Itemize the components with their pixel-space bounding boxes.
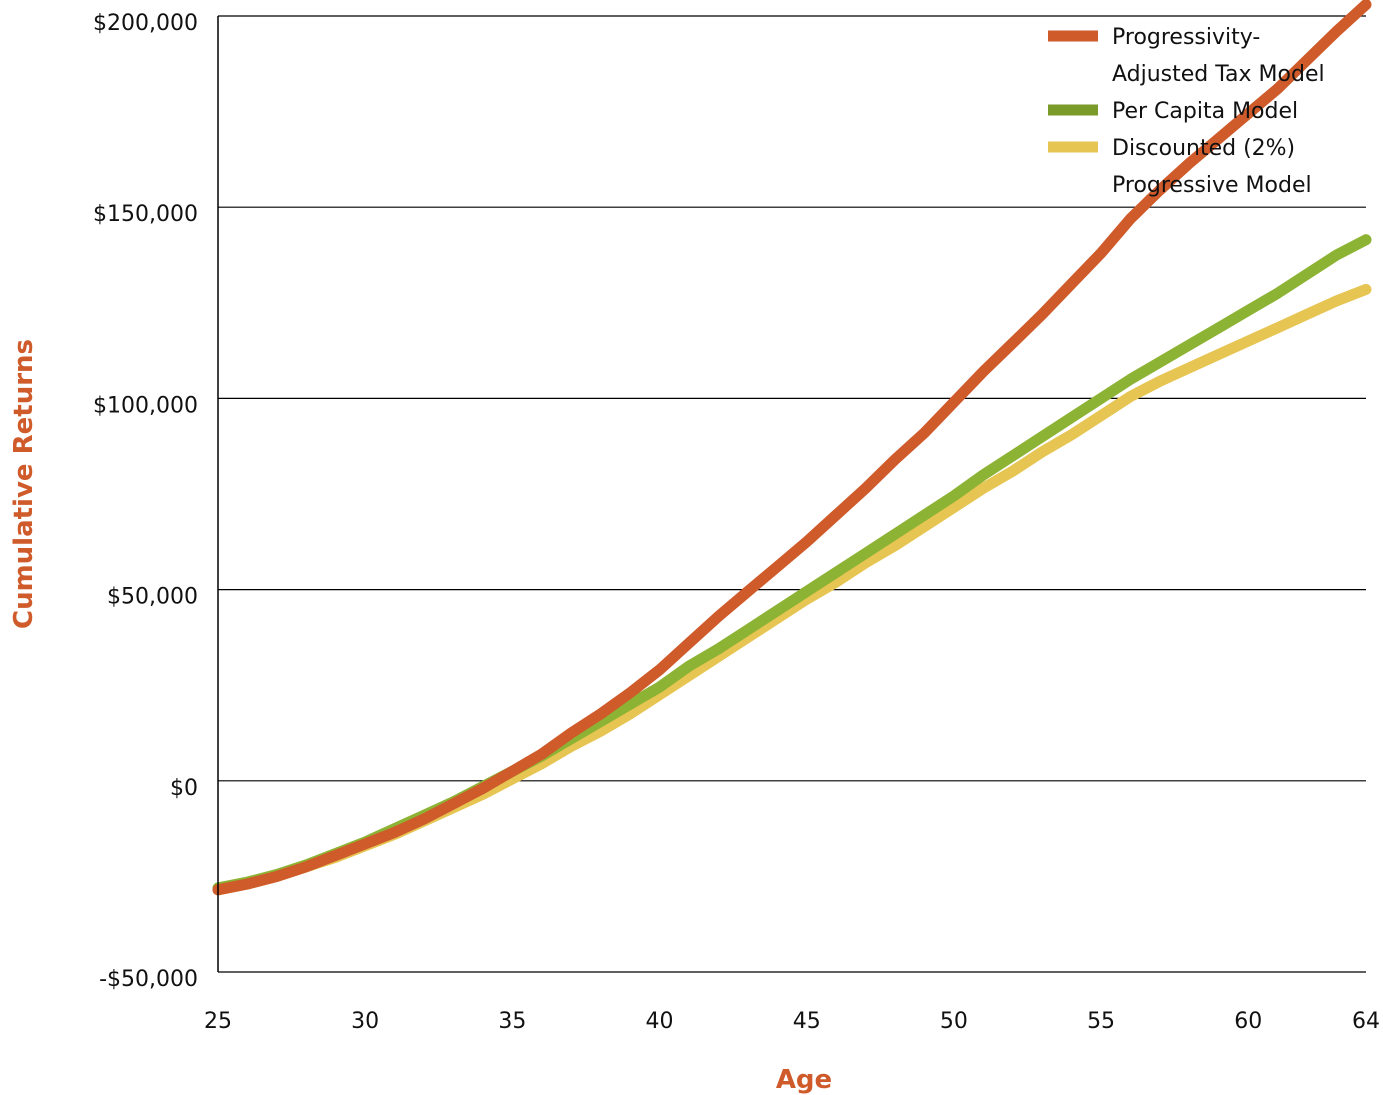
axes: -$50,000 $0 $50,000 $100,000 $150,000 $200,00… <box>93 11 1380 1034</box>
y-tick-label: $200,000 <box>93 11 198 36</box>
legend-label-0: Adjusted Tax Model <box>1112 62 1325 87</box>
legend: Progressivity- Adjusted Tax Model Per Capi… <box>1048 25 1325 198</box>
x-tick-label: 25 <box>204 1009 232 1034</box>
x-tick-label: 30 <box>351 1009 379 1034</box>
series-lines <box>212 0 1372 896</box>
y-tick-label: -$50,000 <box>99 967 198 992</box>
series-line-1 <box>212 234 1372 894</box>
legend-label-2: Discounted (2%) <box>1112 136 1295 161</box>
x-tick-label: 40 <box>646 1009 674 1034</box>
x-tick-label: 50 <box>940 1009 968 1034</box>
legend-label-1: Per Capita Model <box>1112 99 1298 124</box>
x-tick-label: 64 <box>1352 1009 1380 1034</box>
legend-label-2: Progressive Model <box>1112 173 1312 198</box>
legend-label-0: Progressivity- <box>1112 25 1260 50</box>
x-axis-title: Age <box>776 1065 832 1095</box>
gridlines <box>218 15 1366 973</box>
x-tick-label: 55 <box>1087 1009 1115 1034</box>
x-tick-label: 35 <box>498 1009 526 1034</box>
y-tick-label: $50,000 <box>107 585 198 610</box>
x-tick-label: 60 <box>1234 1009 1262 1034</box>
y-axis-title: Cumulative Returns <box>9 339 39 629</box>
y-tick-label: $100,000 <box>93 393 198 418</box>
series-line-0 <box>212 0 1372 896</box>
x-tick-label: 45 <box>793 1009 821 1034</box>
y-tick-label: $0 <box>170 776 198 801</box>
y-tick-label: $150,000 <box>93 202 198 227</box>
